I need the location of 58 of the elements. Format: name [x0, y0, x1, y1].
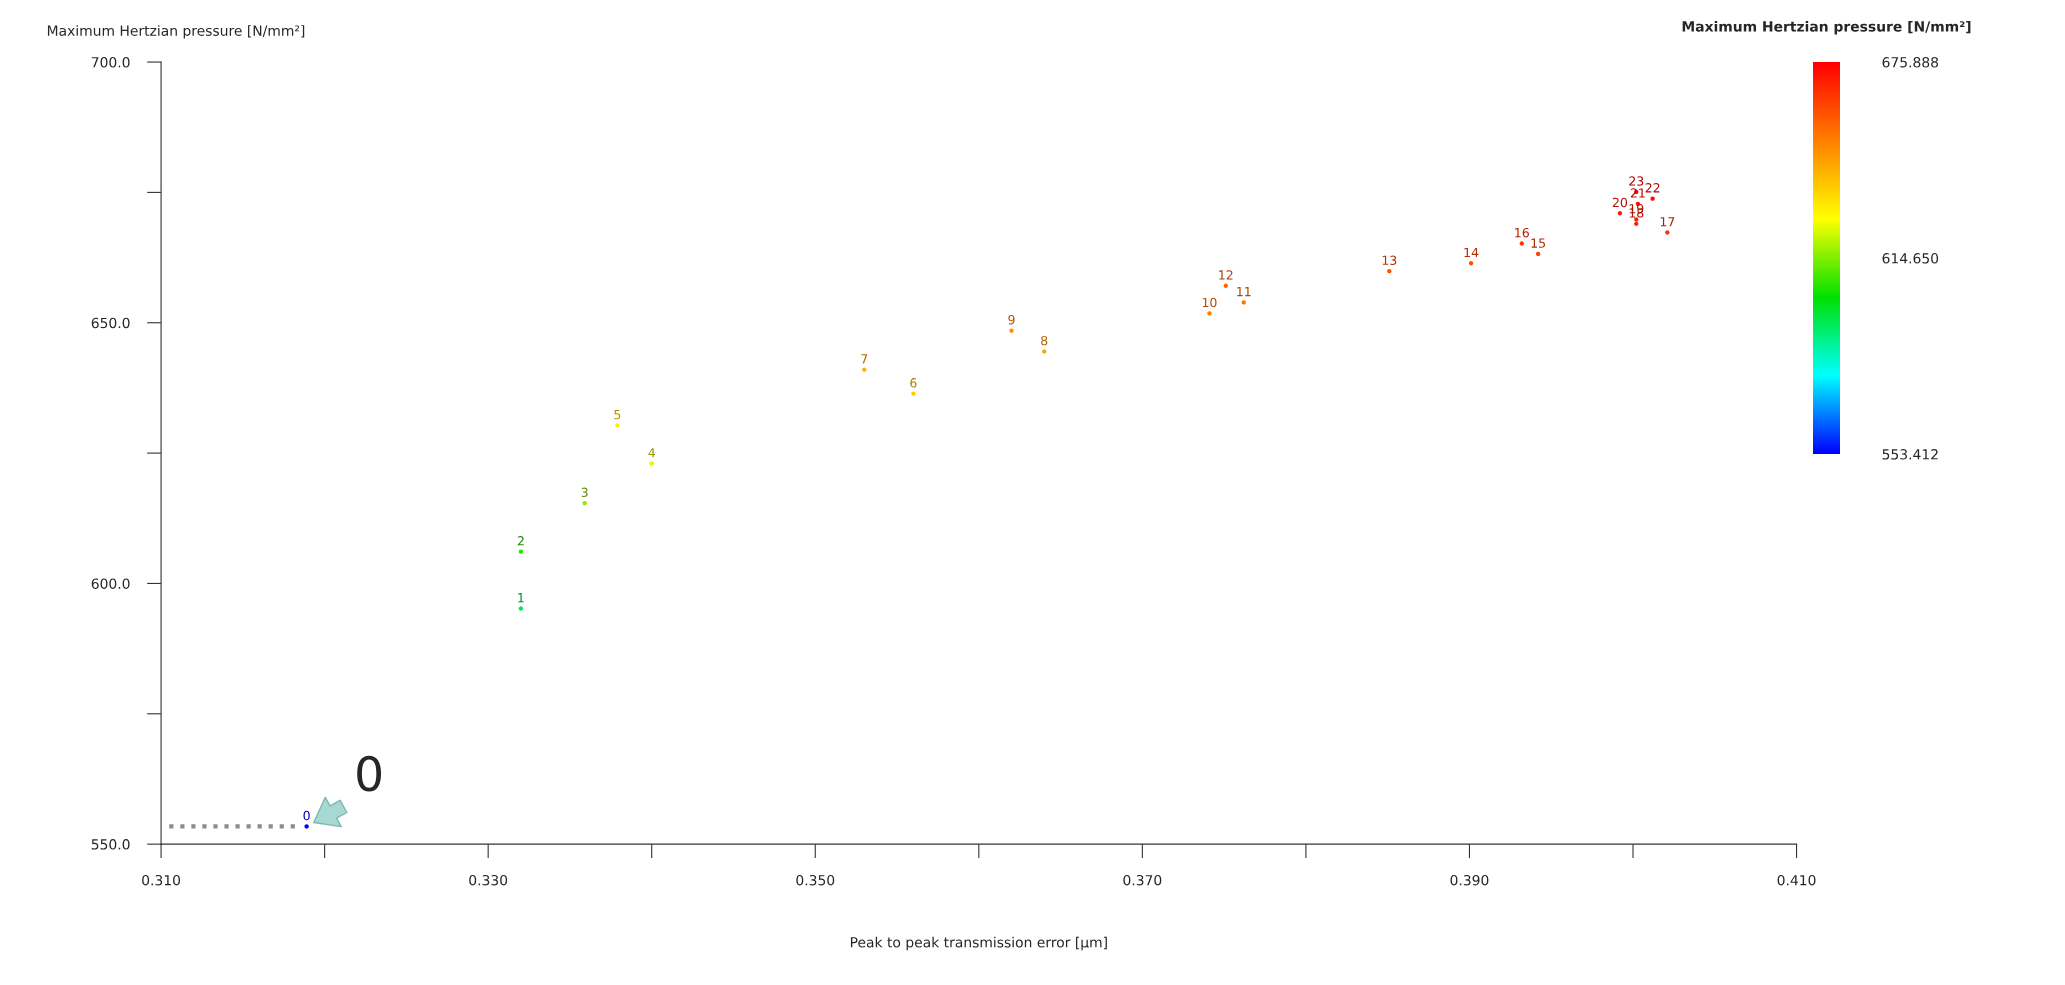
x-tick-label: 0.370	[1123, 874, 1162, 886]
point	[1617, 211, 1623, 216]
point	[1387, 268, 1392, 274]
annotation: 8	[1041, 335, 1048, 346]
x-tick-label: 0.310	[142, 874, 181, 886]
annotation: 6	[910, 378, 917, 388]
x-tick-label: 0.350	[796, 874, 835, 886]
annotation: 3	[581, 487, 588, 498]
annotation: 22	[1645, 183, 1660, 193]
color-bar-title: Maximum Hertzian pressure [N/mm²]	[1682, 20, 1971, 35]
point	[1042, 349, 1047, 354]
x-axis-title: Peak to peak transmission error [µm]	[850, 936, 1107, 951]
point	[615, 423, 620, 428]
color-bar-label: 553.412	[1882, 449, 1938, 460]
annotation: 0	[357, 755, 382, 792]
x-tick-label: 0.410	[1777, 874, 1816, 886]
point	[911, 391, 916, 396]
point	[1650, 196, 1655, 201]
x-tick-label: 0.390	[1450, 874, 1489, 886]
annotation: 4	[648, 448, 655, 458]
annotation: 10	[1202, 297, 1217, 308]
point	[518, 606, 524, 611]
annotation: 9	[1008, 315, 1015, 325]
y-axis-title: Maximum Hertzian pressure [N/mm²]	[47, 25, 305, 39]
point	[304, 824, 309, 829]
color-bar-label: 675.888	[1882, 57, 1939, 68]
point	[1468, 261, 1474, 266]
point	[1519, 241, 1524, 246]
annotation: 15	[1531, 238, 1546, 248]
y-tick-label: 550.0	[91, 839, 130, 850]
y-tick-label: 700.0	[91, 57, 130, 68]
point	[1535, 251, 1541, 257]
annotation: 21	[1630, 188, 1645, 198]
point	[1241, 300, 1246, 305]
point	[582, 500, 587, 506]
point	[1634, 221, 1639, 226]
x-tick-label: 0.330	[469, 874, 508, 886]
annotation: 16	[1515, 227, 1529, 238]
annotation: 0	[303, 810, 310, 821]
annotation: 17	[1660, 217, 1675, 227]
annotation: 2	[517, 536, 524, 546]
y-tick-label: 650.0	[91, 317, 130, 329]
y-tick-label: 600.0	[91, 578, 130, 589]
annotation: 14	[1464, 247, 1479, 258]
annotation: 5	[614, 410, 621, 420]
annotation: 20	[1612, 197, 1628, 208]
annotation: 13	[1382, 255, 1397, 266]
color-bar-label: 614.650	[1882, 253, 1939, 264]
point	[1223, 283, 1228, 288]
annotation: 1	[518, 593, 524, 603]
annotation: 7	[861, 354, 868, 364]
point	[1207, 311, 1212, 316]
annotation: 12	[1219, 270, 1233, 280]
annotation: 11	[1237, 287, 1251, 297]
annotation: 23	[1629, 176, 1644, 186]
point	[649, 461, 654, 466]
point	[518, 549, 524, 554]
point	[1665, 230, 1670, 235]
